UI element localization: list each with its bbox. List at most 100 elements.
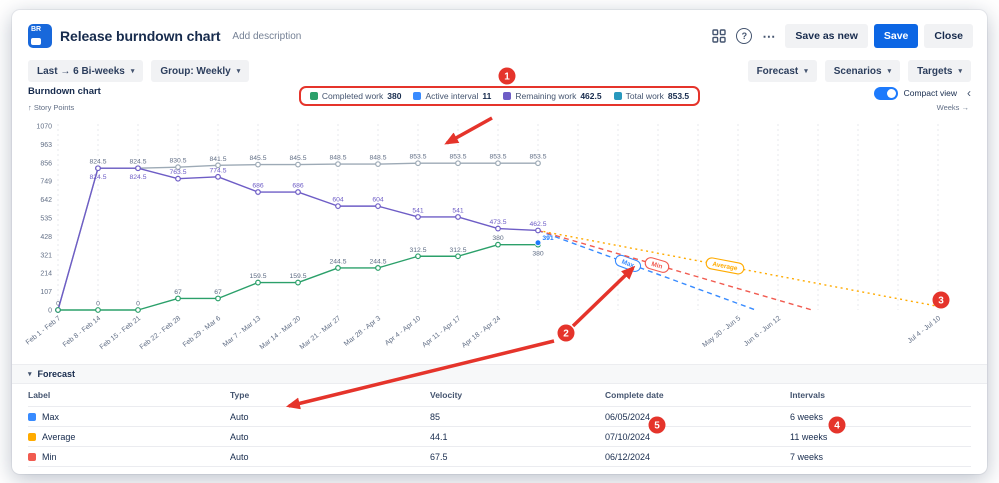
svg-text:312.5: 312.5 bbox=[409, 247, 426, 254]
page-title: Release burndown chart bbox=[60, 28, 221, 44]
svg-text:848.5: 848.5 bbox=[369, 155, 386, 162]
app-logo-icon: BR bbox=[28, 24, 52, 48]
svg-text:686: 686 bbox=[252, 183, 264, 190]
svg-text:749: 749 bbox=[40, 179, 52, 186]
svg-text:Mar 28 - Apr 3: Mar 28 - Apr 3 bbox=[343, 315, 382, 348]
chart-header-left: Burndown chart ↑ Story Points bbox=[28, 86, 196, 112]
chevron-down-icon: ▾ bbox=[887, 68, 892, 75]
legend-value: 853.5 bbox=[667, 91, 690, 101]
forecast-table-body: Max Auto 85 06/05/2024 6 weeks Average Auto 44.… bbox=[28, 407, 971, 467]
row-label: Average bbox=[42, 431, 76, 442]
forecast-table-header: Label Type Velocity Complete date Intervals bbox=[28, 384, 971, 407]
legend-swatch bbox=[309, 92, 318, 100]
row-label: Max bbox=[42, 411, 60, 422]
chart-header: Burndown chart ↑ Story Points Completed … bbox=[12, 86, 987, 112]
legend-swatch bbox=[503, 92, 512, 100]
forecast-col-label: Label bbox=[28, 390, 51, 400]
forecast-cell-complete-date: 06/12/2024 bbox=[605, 451, 651, 462]
svg-text:763.5: 763.5 bbox=[169, 169, 186, 176]
filter-chip-group-weekly[interactable]: Group: Weekly ▾ bbox=[151, 60, 250, 82]
svg-text:Feb 15 - Feb 21: Feb 15 - Feb 21 bbox=[99, 315, 143, 351]
forecast-cell-velocity: 44.1 bbox=[430, 431, 448, 442]
filter-chip-label: Group: Weekly bbox=[160, 65, 231, 77]
filter-chip-label: Last → 6 Bi-weeks bbox=[37, 65, 125, 77]
forecast-section-label: Forecast bbox=[37, 369, 76, 379]
filter-chip-targets[interactable]: Targets ▾ bbox=[908, 60, 971, 82]
save-button[interactable]: Save bbox=[873, 24, 919, 48]
forecast-cell-intervals: 7 weeks bbox=[790, 451, 824, 462]
svg-text:428: 428 bbox=[40, 234, 52, 241]
add-description-button[interactable]: Add description bbox=[232, 30, 302, 42]
filter-chip-forecast[interactable]: Forecast ▾ bbox=[747, 60, 817, 82]
forecast-cell-type: Auto bbox=[230, 451, 249, 462]
chart-header-center: Completed work 380 Active interval 11 Rema… bbox=[196, 86, 803, 112]
help-icon[interactable]: ? bbox=[736, 28, 753, 44]
y-axis-label: ↑ Story Points bbox=[28, 103, 75, 112]
burndown-chart-canvas[interactable]: 0 107 214 321 428 535 642 749 856 963 1070 Feb 1 - … bbox=[24, 112, 974, 364]
forecast-pill-average: Average bbox=[705, 257, 745, 275]
chevron-down-icon: ▾ bbox=[130, 68, 135, 75]
svg-text:853.5: 853.5 bbox=[409, 154, 426, 161]
forecast-row-average: Average Auto 44.1 07/10/2024 11 weeks bbox=[28, 427, 971, 447]
svg-text:541: 541 bbox=[452, 207, 464, 214]
x-axis-label: Weeks → bbox=[936, 103, 969, 112]
filter-chip-scenarios[interactable]: Scenarios ▾ bbox=[824, 60, 901, 82]
filter-chip-label: Targets bbox=[917, 65, 953, 77]
svg-text:Mar 7 - Mar 13: Mar 7 - Mar 13 bbox=[222, 315, 263, 349]
svg-text:830.5: 830.5 bbox=[169, 158, 186, 165]
legend-item-active-interval: Active interval 11 bbox=[413, 91, 491, 101]
svg-text:0: 0 bbox=[48, 308, 52, 315]
svg-text:Mar 21 - Mar 27: Mar 21 - Mar 27 bbox=[299, 315, 343, 351]
legend-item-total-work: Total work 853.5 bbox=[613, 91, 690, 101]
legend-label: Active interval bbox=[425, 91, 479, 101]
svg-text:853.5: 853.5 bbox=[449, 154, 466, 161]
forecast-cell-complete-date: 07/10/2024 bbox=[605, 431, 651, 442]
more-icon[interactable]: ⋯ bbox=[762, 28, 776, 44]
forecast-cell-type: Auto bbox=[230, 411, 249, 422]
save-as-new-button[interactable]: Save as new bbox=[785, 24, 868, 48]
compact-view-toggle[interactable] bbox=[873, 86, 898, 100]
compact-view-control: Compact view ‹ bbox=[873, 86, 971, 100]
svg-text:853.5: 853.5 bbox=[489, 154, 506, 161]
svg-text:Mar 14 - Mar 20: Mar 14 - Mar 20 bbox=[259, 315, 303, 351]
svg-text:Apr 4 - Apr 10: Apr 4 - Apr 10 bbox=[384, 315, 422, 347]
svg-text:244.5: 244.5 bbox=[329, 258, 346, 265]
forecast-cell-intervals: 6 weeks bbox=[790, 411, 824, 422]
forecast-section-header[interactable]: ▾ Forecast bbox=[12, 364, 987, 384]
filter-chip-last-6-bi-weeks[interactable]: Last → 6 Bi-weeks ▾ bbox=[28, 60, 144, 82]
close-button[interactable]: Close bbox=[924, 24, 973, 48]
svg-text:67: 67 bbox=[214, 289, 222, 296]
legend-value: 380 bbox=[387, 91, 402, 101]
svg-text:May 30 - Jun 5: May 30 - Jun 5 bbox=[701, 315, 742, 349]
legend-item-completed-work: Completed work 380 bbox=[309, 91, 402, 101]
svg-text:841.5: 841.5 bbox=[209, 156, 226, 163]
svg-text:462.5: 462.5 bbox=[529, 221, 546, 228]
legend-label: Remaining work bbox=[515, 91, 577, 101]
series-completed-work: 0 0 0 67 67 159.5 159.5 244.5 244.5 312.5 312.5 380… bbox=[55, 235, 544, 313]
forecast-cell-intervals: 11 weeks bbox=[790, 431, 828, 442]
app-logo-text: BR bbox=[31, 26, 42, 33]
svg-text:1070: 1070 bbox=[36, 124, 52, 131]
svg-text:686: 686 bbox=[292, 183, 304, 190]
legend-swatch bbox=[613, 92, 622, 100]
row-color-swatch bbox=[28, 412, 36, 421]
filter-toolbar: Last → 6 Bi-weeks ▾ Group: Weekly ▾ Forecas… bbox=[12, 56, 987, 86]
chevron-down-icon: ▾ bbox=[804, 68, 808, 75]
forecast-cell-label: Max bbox=[28, 412, 230, 422]
svg-text:312.5: 312.5 bbox=[449, 247, 466, 254]
svg-text:244.5: 244.5 bbox=[369, 258, 386, 265]
forecast-collapse-icon: ▾ bbox=[28, 371, 32, 378]
svg-text:856: 856 bbox=[40, 160, 52, 167]
apps-grid-icon[interactable] bbox=[712, 29, 727, 43]
legend-value: 462.5 bbox=[580, 91, 602, 101]
chart-area: 0 107 214 321 428 535 642 749 856 963 1070 Feb 1 - … bbox=[12, 112, 987, 364]
svg-text:853.5: 853.5 bbox=[529, 154, 546, 161]
plan-window: BR Release burndown chart Add descriptio… bbox=[12, 10, 987, 474]
row-color-swatch bbox=[28, 432, 36, 441]
filter-chip-label: Scenarios bbox=[833, 65, 882, 77]
svg-text:Feb 22 - Feb 28: Feb 22 - Feb 28 bbox=[139, 315, 183, 351]
collapse-panel-icon[interactable]: ‹ bbox=[967, 86, 971, 100]
header-buttons: Save as new Save Close bbox=[785, 24, 973, 48]
filters-left: Last → 6 Bi-weeks ▾ Group: Weekly ▾ bbox=[28, 60, 250, 82]
